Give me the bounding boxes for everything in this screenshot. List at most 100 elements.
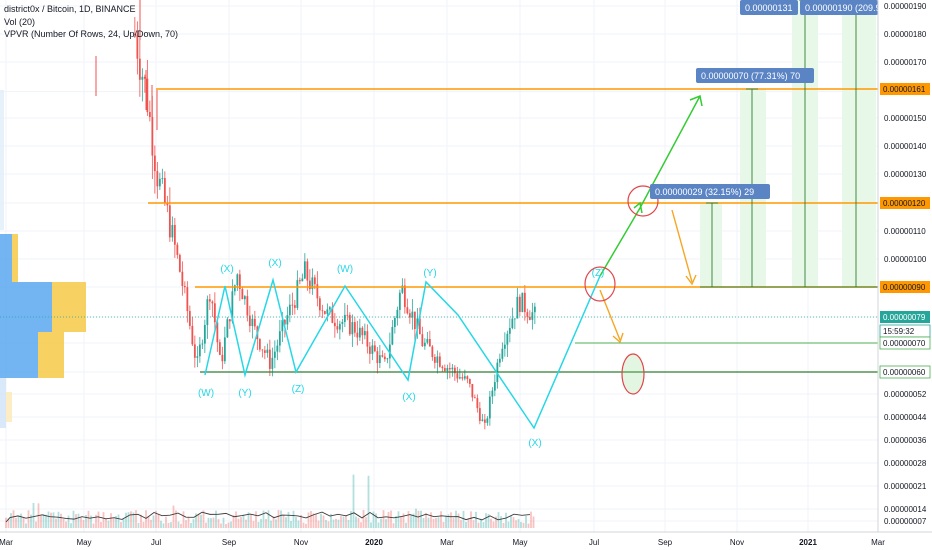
volume-bar: [407, 511, 410, 528]
candle-body: [351, 322, 354, 335]
time-tick-label: Mar: [0, 538, 13, 547]
candle-body: [203, 325, 206, 344]
volume-bar: [417, 510, 420, 528]
volume-bar: [350, 511, 352, 528]
volume-bar: [410, 514, 412, 528]
volume-bar: [167, 522, 170, 528]
volume-bar: [77, 513, 80, 528]
volume-bar: [517, 519, 520, 528]
candle-body: [346, 314, 349, 316]
volume-bar: [445, 515, 447, 528]
candle-body: [493, 382, 496, 391]
candle-body: [476, 398, 479, 409]
volume-bar: [150, 519, 152, 528]
volume-bar: [505, 512, 507, 528]
volume-bar: [175, 510, 177, 528]
candle-body: [451, 367, 454, 370]
arrowhead: [689, 94, 703, 107]
price-tick-label: 0.00000180: [884, 30, 927, 39]
volume-bar: [280, 510, 282, 528]
volume-bar: [485, 513, 487, 528]
candle-body: [443, 368, 446, 371]
candle-body: [421, 334, 424, 347]
volume-bar: [210, 518, 212, 528]
volume-bar: [202, 510, 205, 528]
volume-bar: [127, 512, 130, 528]
price-level-label: 0.00000090: [883, 283, 926, 292]
candle-body: [213, 303, 216, 323]
volume-bar: [362, 510, 365, 528]
volume-bar: [10, 513, 12, 528]
volume-bar: [290, 520, 292, 528]
volume-bar: [247, 512, 250, 528]
volume-bar: [510, 515, 512, 528]
target-label-box: [650, 184, 770, 199]
candle-body: [386, 358, 389, 360]
candle-body: [376, 351, 379, 364]
volume-bar: [347, 519, 350, 528]
candle-body: [133, 34, 136, 35]
candle-body: [186, 287, 189, 312]
candle-body: [501, 348, 504, 359]
candle-body: [271, 357, 274, 369]
candle-body: [278, 331, 281, 346]
volume-bar: [22, 517, 25, 528]
price-level-label: 0.00000070: [883, 339, 926, 348]
volume-bar: [5, 517, 7, 528]
volume-bar: [507, 521, 510, 528]
volume-bar: [312, 513, 315, 528]
price-axis-bg: [878, 0, 932, 532]
volume-bar: [217, 519, 220, 528]
wave-label: (Z): [292, 384, 305, 395]
candle-body: [393, 318, 396, 328]
volume-bar: [452, 517, 455, 528]
volume-bar: [115, 516, 117, 528]
volume-bar: [455, 510, 457, 528]
candle-body: [506, 333, 509, 345]
volume-bar: [430, 512, 432, 528]
price-tick-label: 0.00000007: [884, 517, 927, 526]
candle-body: [336, 326, 339, 330]
volume-bar: [57, 511, 60, 528]
candle-body: [146, 78, 149, 113]
symbol-legend[interactable]: district0x / Bitcoin, 1D, BINANCE: [4, 4, 136, 14]
volume-bar: [67, 515, 70, 528]
volume-bar: [275, 519, 277, 528]
volume-bar: [262, 510, 265, 528]
volume-legend[interactable]: Vol (20): [4, 17, 36, 27]
candle-body: [438, 356, 441, 367]
volume-bar: [137, 522, 140, 528]
candle-body: [413, 311, 416, 330]
volume-bar: [402, 513, 405, 528]
volume-bar: [287, 511, 290, 528]
candle-body: [303, 261, 306, 279]
volume-bar: [152, 515, 155, 528]
volume-bar: [357, 517, 360, 528]
volume-bar: [490, 518, 492, 528]
volume-bar: [242, 514, 245, 528]
target-circle: [627, 185, 659, 217]
wave-label: (W): [198, 388, 214, 399]
volume-bar: [32, 503, 35, 528]
price-tick-label: 0.00000110: [884, 227, 926, 236]
volume-bar: [60, 513, 62, 528]
candle-body: [428, 339, 431, 347]
candle-body: [238, 274, 241, 290]
candle-body: [348, 314, 351, 335]
volume-bar: [157, 514, 160, 528]
candle-body: [201, 343, 204, 345]
volume-bar: [165, 516, 167, 528]
vpvr-legend[interactable]: VPVR (Number Of Rows, 24, Up/Down, 70): [4, 29, 179, 39]
volume-bar: [480, 518, 482, 528]
candle-body: [423, 342, 426, 347]
price-level-tag: [879, 336, 931, 350]
candle-body: [478, 408, 481, 421]
candle-body: [276, 345, 279, 352]
candle-body: [453, 367, 456, 374]
volume-bar: [277, 510, 280, 528]
volume-bar: [237, 518, 240, 528]
volume-bar: [295, 517, 297, 528]
candle-body: [341, 321, 344, 324]
